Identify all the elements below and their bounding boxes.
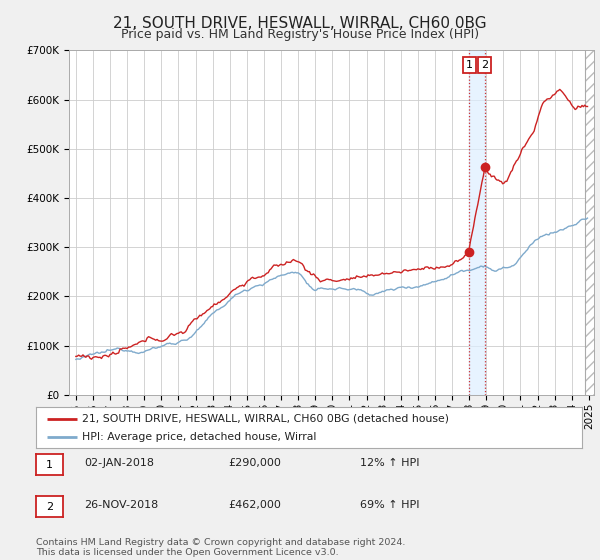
Text: 69% ↑ HPI: 69% ↑ HPI [360, 500, 419, 510]
Text: 21, SOUTH DRIVE, HESWALL, WIRRAL, CH60 0BG (detached house): 21, SOUTH DRIVE, HESWALL, WIRRAL, CH60 0… [82, 414, 449, 423]
Text: 2: 2 [481, 60, 488, 70]
Bar [469, 50, 485, 395]
Text: Price paid vs. HM Land Registry's House Price Index (HPI): Price paid vs. HM Land Registry's House … [121, 28, 479, 41]
Text: HPI: Average price, detached house, Wirral: HPI: Average price, detached house, Wirr… [82, 432, 317, 441]
Text: 02-JAN-2018: 02-JAN-2018 [84, 458, 154, 468]
Text: £290,000: £290,000 [228, 458, 281, 468]
Text: 2: 2 [46, 502, 53, 512]
Text: Contains HM Land Registry data © Crown copyright and database right 2024.: Contains HM Land Registry data © Crown c… [36, 538, 406, 547]
Text: 1: 1 [466, 60, 473, 70]
Text: 1: 1 [46, 460, 53, 470]
Bar [584, 50, 595, 395]
Text: 21, SOUTH DRIVE, HESWALL, WIRRAL, CH60 0BG: 21, SOUTH DRIVE, HESWALL, WIRRAL, CH60 0… [113, 16, 487, 31]
Text: This data is licensed under the Open Government Licence v3.0.: This data is licensed under the Open Gov… [36, 548, 338, 557]
Text: 26-NOV-2018: 26-NOV-2018 [84, 500, 158, 510]
Text: £462,000: £462,000 [228, 500, 281, 510]
Text: 12% ↑ HPI: 12% ↑ HPI [360, 458, 419, 468]
